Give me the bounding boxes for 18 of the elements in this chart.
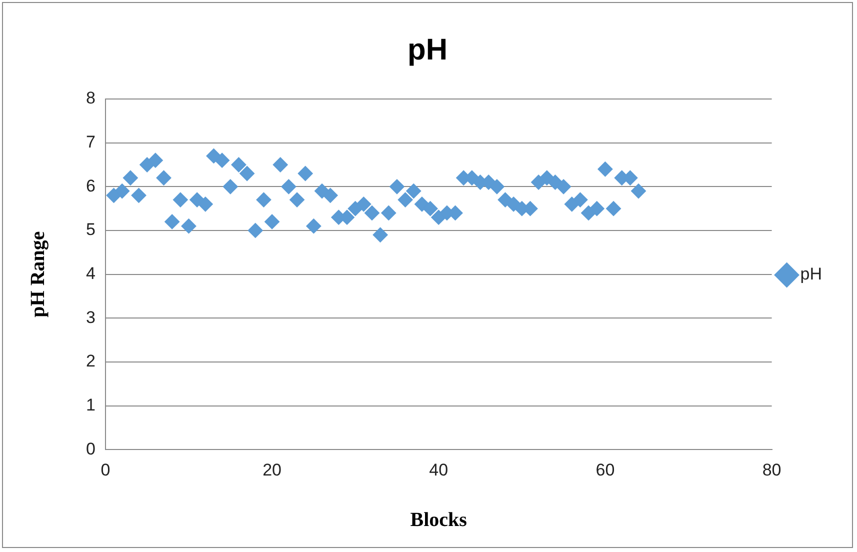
y-tick-label: 0	[86, 439, 96, 458]
y-tick-label: 8	[86, 88, 96, 108]
y-tick-label: 3	[86, 308, 96, 327]
y-tick-label: 4	[86, 264, 96, 283]
chart-title: pH	[408, 33, 448, 66]
legend-label: pH	[800, 264, 822, 284]
y-tick-label: 7	[86, 132, 96, 152]
x-axis-title: Blocks	[410, 509, 468, 532]
x-tick-label: 0	[100, 460, 110, 480]
y-tick-label: 2	[86, 352, 96, 371]
x-tick-label: 80	[762, 460, 782, 480]
y-axis-title: pH Range	[27, 231, 50, 318]
x-tick-label: 60	[596, 460, 615, 480]
y-tick-label: 6	[86, 176, 96, 196]
x-tick-label: 20	[262, 460, 282, 480]
x-tick-label: 40	[429, 460, 448, 480]
y-tick-label: 5	[86, 220, 96, 240]
y-tick-label: 1	[86, 395, 96, 414]
